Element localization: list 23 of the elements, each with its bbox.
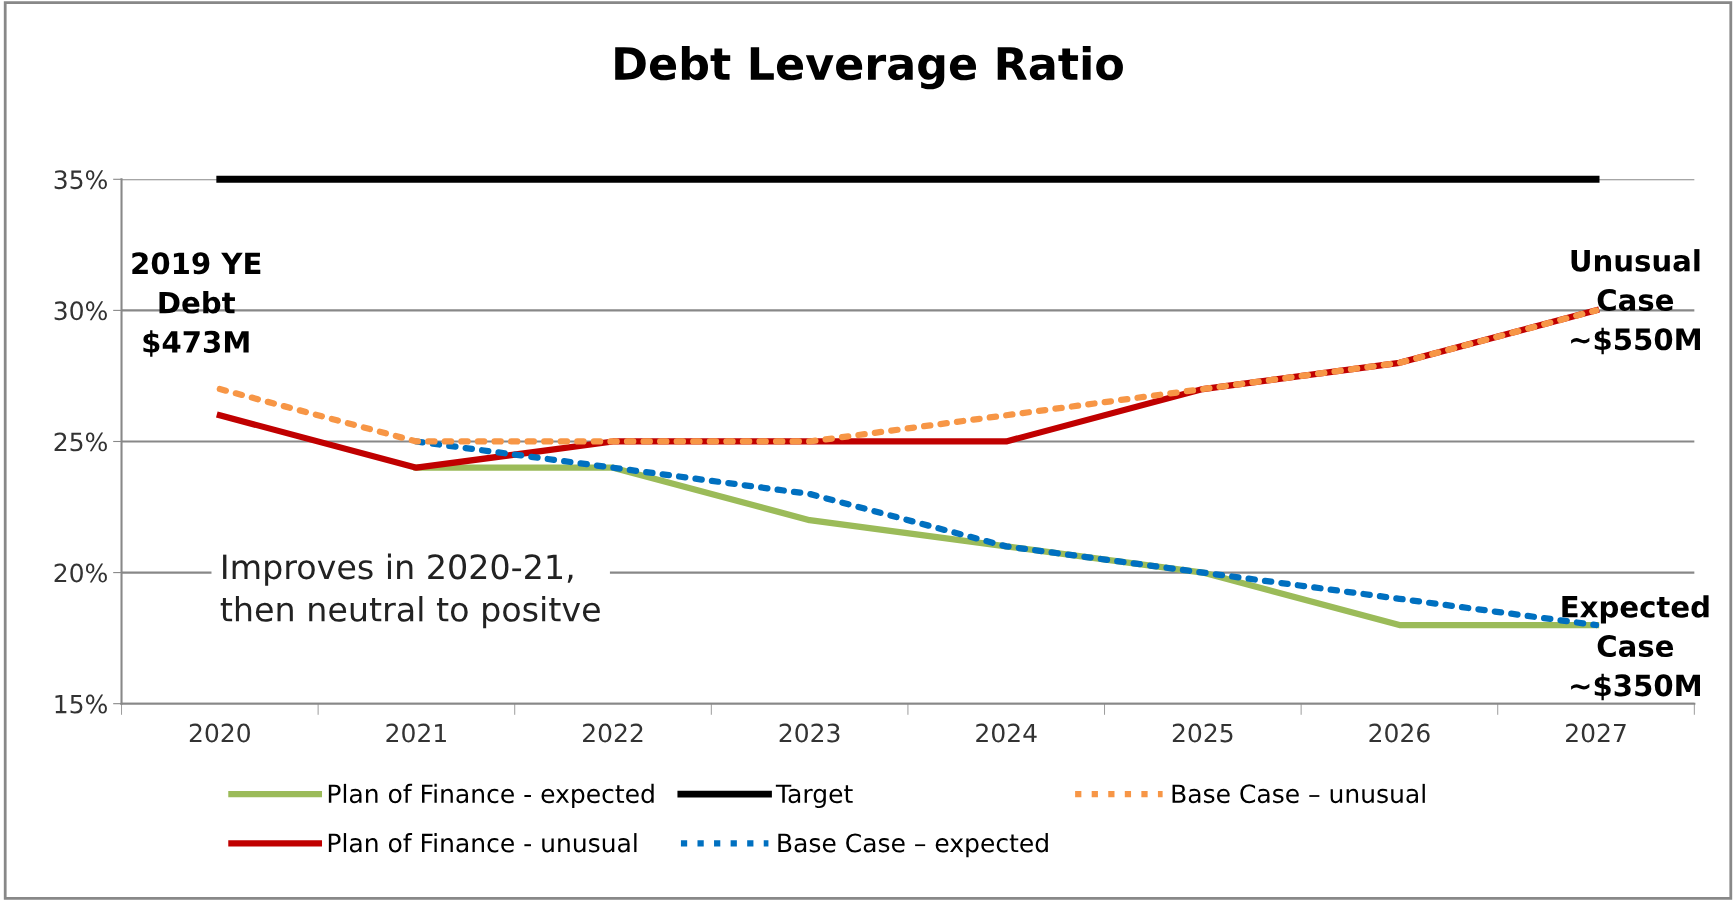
x-tick-label: 2020 (189, 723, 250, 743)
x-tick-label: 2026 (1369, 723, 1430, 743)
annotation: 2019 YE Debt $473M (132, 252, 261, 357)
x-tick-label: 2022 (583, 723, 643, 743)
x-tick-label: 2021 (386, 723, 446, 743)
annotation: Unusual Case ~$550M (1571, 249, 1700, 355)
y-tick-label: 35% (54, 170, 107, 190)
legend-label: Plan of Finance - unusual (328, 833, 637, 853)
y-tick-label: 20% (54, 563, 107, 583)
annotation: Improves in 2020-21, then neutral to positve (220, 553, 600, 629)
annotation: Expected Case ~$350M (1562, 595, 1709, 701)
y-tick-label: 25% (54, 432, 107, 452)
x-tick-label: 2027 (1566, 723, 1626, 743)
y-tick-label: 15% (55, 694, 107, 714)
legend-label: Base Case – expected (778, 833, 1048, 858)
x-tick-label: 2025 (1172, 723, 1233, 743)
x-tick-label: 2023 (779, 723, 840, 743)
chart-title: Debt Leverage Ratio (615, 45, 1123, 90)
legend-label: Plan of Finance - expected (328, 783, 654, 809)
x-tick-label: 2024 (976, 723, 1037, 743)
legend-label: Target (775, 784, 853, 809)
y-tick-label: 30% (54, 301, 107, 321)
legend-label: Base Case – unusual (1172, 783, 1425, 804)
